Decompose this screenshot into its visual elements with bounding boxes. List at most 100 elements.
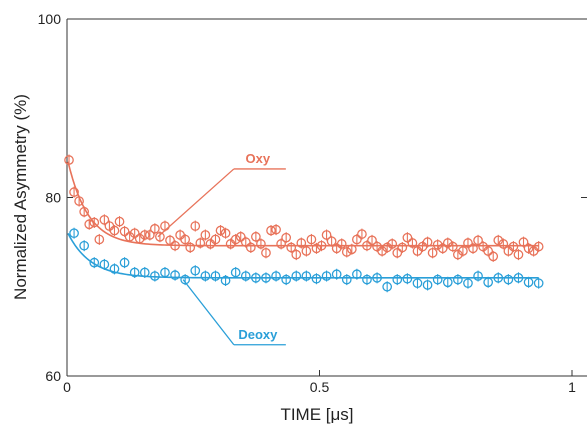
data-point-deoxy — [89, 257, 100, 269]
data-point-deoxy — [99, 258, 110, 270]
data-point-oxy — [205, 238, 216, 250]
annotation-label-oxy: Oxy — [246, 151, 271, 166]
data-point-oxy — [276, 238, 286, 250]
data-point-oxy — [523, 242, 534, 254]
data-point-deoxy — [230, 266, 241, 278]
data-point-oxy — [528, 245, 539, 257]
data-point-oxy — [427, 247, 438, 259]
data-point-deoxy — [240, 270, 251, 282]
data-point-oxy — [372, 241, 382, 253]
data-point-oxy — [362, 240, 372, 252]
annotation-leader-deoxy — [182, 279, 235, 346]
data-point-deoxy — [473, 270, 483, 282]
data-point-oxy — [119, 225, 130, 237]
fit-curves — [67, 161, 539, 279]
data-point-oxy — [407, 237, 418, 249]
data-point-deoxy — [453, 274, 463, 286]
data-point-oxy — [387, 238, 398, 250]
data-point-oxy — [478, 241, 488, 253]
data-point-deoxy — [69, 227, 79, 239]
data-point-oxy — [458, 245, 468, 257]
data-point-oxy — [230, 233, 241, 245]
data-point-oxy — [129, 227, 140, 239]
data-point-deoxy — [533, 277, 544, 289]
data-point-deoxy — [210, 270, 221, 282]
data-point-oxy — [392, 247, 403, 259]
data-point-oxy — [185, 241, 196, 253]
plot-frame — [66, 18, 587, 377]
data-point-oxy — [225, 238, 236, 250]
data-point-deoxy — [129, 266, 140, 278]
data-point-oxy — [346, 243, 357, 255]
data-point-oxy — [69, 186, 79, 198]
data-point-oxy — [281, 232, 292, 244]
fit-curve-oxy — [67, 161, 539, 247]
data-point-oxy — [175, 229, 185, 241]
data-point-deoxy — [372, 272, 382, 284]
data-point-oxy — [155, 231, 165, 243]
data-point-deoxy — [109, 263, 120, 275]
data-point-deoxy — [190, 265, 201, 277]
data-point-oxy — [210, 233, 221, 245]
data-point-oxy — [150, 223, 160, 235]
data-point-oxy — [114, 216, 125, 228]
data-point-deoxy — [271, 270, 281, 282]
data-point-oxy — [251, 231, 261, 243]
data-point-oxy — [488, 250, 499, 262]
data-point-oxy — [357, 228, 367, 240]
data-point-deoxy — [261, 272, 271, 284]
data-point-deoxy — [513, 272, 524, 284]
data-point-oxy — [508, 241, 519, 253]
data-point-oxy — [447, 241, 458, 253]
data-point-oxy — [89, 216, 100, 228]
data-point-deoxy — [220, 275, 231, 287]
data-point-oxy — [306, 233, 317, 245]
data-point-oxy — [341, 246, 352, 258]
data-point-oxy — [261, 247, 271, 259]
data-point-oxy — [402, 232, 413, 244]
data-point-oxy — [412, 245, 423, 257]
data-point-oxy — [180, 233, 191, 245]
data-point-deoxy — [503, 274, 514, 286]
data-point-oxy — [99, 214, 110, 226]
data-point-oxy — [483, 245, 494, 257]
data-point-deoxy — [150, 270, 160, 282]
data-point-deoxy — [79, 240, 90, 252]
data-point-deoxy — [281, 274, 292, 286]
data-point-oxy — [422, 236, 433, 248]
data-point-deoxy — [119, 257, 130, 269]
axis-ticks: 0 0.5 1 60 80 100 — [38, 11, 587, 395]
data-point-oxy — [144, 229, 155, 241]
annotation-label-deoxy: Deoxy — [238, 327, 278, 342]
data-point-deoxy — [301, 270, 312, 282]
series-annotations: Oxy Deoxy — [157, 151, 286, 346]
data-point-oxy — [220, 227, 231, 239]
data-point-deoxy — [442, 276, 453, 288]
data-point-deoxy — [251, 272, 261, 284]
data-point-oxy — [518, 236, 529, 248]
data-point-deoxy — [463, 277, 473, 289]
y-tick-label: 80 — [45, 190, 61, 206]
data-point-oxy — [104, 220, 115, 232]
data-point-deoxy — [493, 272, 504, 284]
data-point-oxy — [468, 242, 478, 254]
data-point-oxy — [463, 237, 473, 249]
y-tick-label: 60 — [45, 368, 61, 384]
data-point-oxy — [215, 225, 226, 237]
data-point-oxy — [316, 240, 327, 252]
data-point-oxy — [165, 234, 175, 246]
x-tick-label: 0 — [63, 379, 71, 395]
data-point-oxy — [473, 234, 483, 246]
data-point-deoxy — [352, 268, 362, 280]
data-point-oxy — [513, 249, 524, 261]
data-point-oxy — [271, 224, 281, 236]
data-point-oxy — [331, 242, 342, 254]
y-tick-label: 100 — [38, 11, 62, 27]
data-point-oxy — [245, 241, 256, 253]
data-point-deoxy — [392, 274, 403, 286]
data-point-oxy — [336, 238, 347, 250]
data-point-deoxy — [321, 270, 332, 282]
data-point-oxy — [190, 220, 201, 232]
data-point-oxy — [200, 229, 211, 241]
